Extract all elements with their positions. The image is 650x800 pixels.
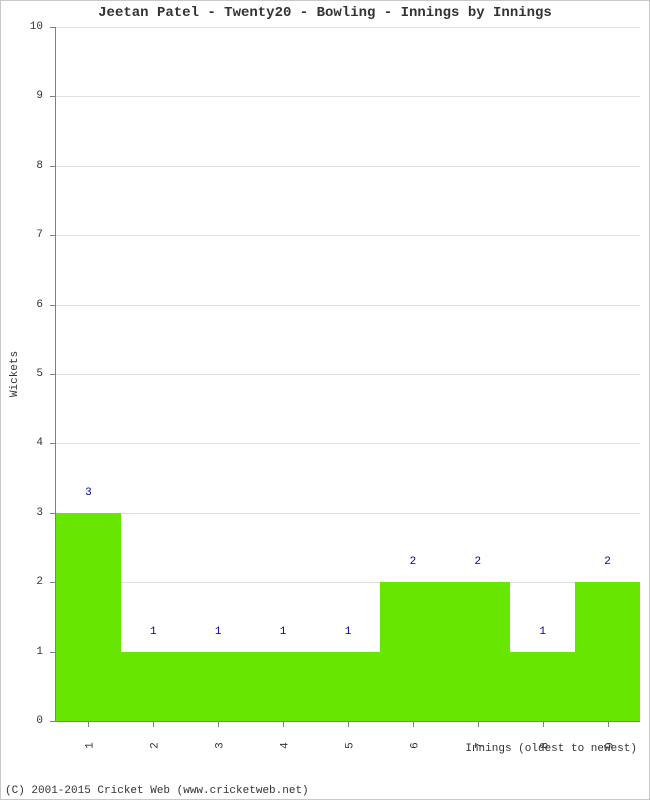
bar bbox=[316, 652, 381, 721]
bar bbox=[251, 652, 316, 721]
gridline-h bbox=[56, 27, 640, 28]
y-tick-label: 0 bbox=[36, 715, 43, 727]
x-tick bbox=[88, 721, 89, 727]
y-tick bbox=[50, 443, 56, 444]
y-tick-label: 1 bbox=[36, 646, 43, 658]
x-tick bbox=[218, 721, 219, 727]
y-tick bbox=[50, 235, 56, 236]
bar-value-label: 2 bbox=[604, 556, 611, 568]
y-tick bbox=[50, 721, 56, 722]
bar-value-label: 1 bbox=[539, 626, 546, 638]
x-tick-label: 2 bbox=[150, 742, 162, 749]
bar-value-label: 1 bbox=[150, 626, 157, 638]
bar bbox=[380, 582, 445, 721]
bar bbox=[445, 582, 510, 721]
y-tick bbox=[50, 27, 56, 28]
gridline-h bbox=[56, 374, 640, 375]
plot-area: 3 1 1 1 1 2 2 1 2 bbox=[55, 27, 640, 722]
bar bbox=[510, 652, 575, 721]
bar bbox=[186, 652, 251, 721]
bar-value-label: 2 bbox=[410, 556, 417, 568]
bar-value-label: 1 bbox=[280, 626, 287, 638]
bar-value-label: 1 bbox=[215, 626, 222, 638]
y-tick-label: 3 bbox=[36, 507, 43, 519]
chart-title: Jeetan Patel - Twenty20 - Bowling - Inni… bbox=[1, 5, 649, 21]
x-tick bbox=[348, 721, 349, 727]
bar-value-label: 3 bbox=[85, 487, 92, 499]
y-tick-label: 10 bbox=[30, 21, 43, 33]
footer-text: (C) 2001-2015 Cricket Web (www.cricketwe… bbox=[5, 785, 309, 797]
chart-container: Jeetan Patel - Twenty20 - Bowling - Inni… bbox=[0, 0, 650, 800]
x-tick bbox=[283, 721, 284, 727]
x-tick-label: 3 bbox=[215, 742, 227, 749]
y-tick-label: 2 bbox=[36, 576, 43, 588]
y-tick bbox=[50, 166, 56, 167]
gridline-h bbox=[56, 235, 640, 236]
bar bbox=[121, 652, 186, 721]
bar-value-label: 2 bbox=[474, 556, 481, 568]
y-tick-label: 6 bbox=[36, 299, 43, 311]
y-tick bbox=[50, 374, 56, 375]
bar bbox=[56, 513, 121, 721]
gridline-h bbox=[56, 166, 640, 167]
x-tick-label: 6 bbox=[409, 742, 421, 749]
x-tick-label: 5 bbox=[344, 742, 356, 749]
y-tick bbox=[50, 305, 56, 306]
x-tick-label: 8 bbox=[539, 742, 551, 749]
x-tick-label: 9 bbox=[604, 742, 616, 749]
x-tick bbox=[153, 721, 154, 727]
x-tick-label: 1 bbox=[85, 742, 97, 749]
y-tick-label: 5 bbox=[36, 368, 43, 380]
gridline-h bbox=[56, 582, 640, 583]
x-tick bbox=[543, 721, 544, 727]
y-tick-label: 9 bbox=[36, 90, 43, 102]
x-tick-label: 4 bbox=[279, 742, 291, 749]
bar-value-label: 1 bbox=[345, 626, 352, 638]
x-tick bbox=[608, 721, 609, 727]
y-axis-label: Wickets bbox=[9, 351, 21, 397]
y-tick-label: 4 bbox=[36, 437, 43, 449]
y-tick-label: 7 bbox=[36, 229, 43, 241]
y-tick bbox=[50, 96, 56, 97]
y-tick-label: 8 bbox=[36, 160, 43, 172]
x-tick-label: 7 bbox=[474, 742, 486, 749]
bar bbox=[575, 582, 640, 721]
x-tick bbox=[413, 721, 414, 727]
gridline-h bbox=[56, 305, 640, 306]
x-tick bbox=[478, 721, 479, 727]
gridline-h bbox=[56, 513, 640, 514]
gridline-h bbox=[56, 443, 640, 444]
gridline-h bbox=[56, 96, 640, 97]
